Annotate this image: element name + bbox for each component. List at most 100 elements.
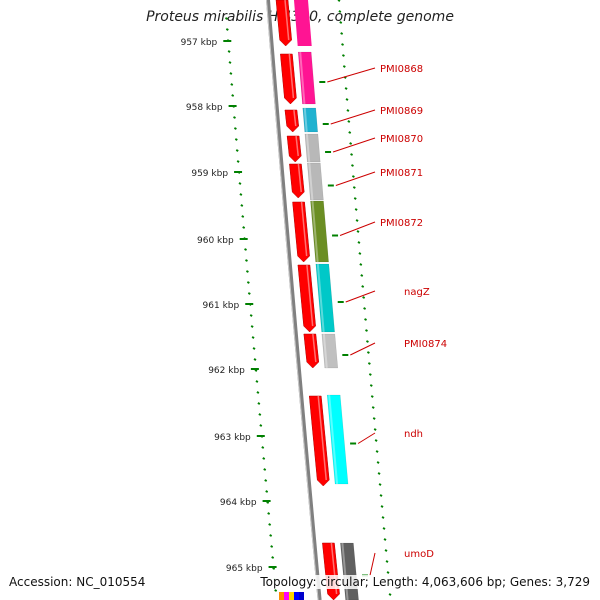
inner-ruler-dot [229,72,233,75]
outer-ruler-dot [378,483,382,486]
forward-gene-shading [312,333,317,363]
outer-ruler-dot [366,351,370,354]
outer-ruler-dot [342,65,346,68]
forward-gene-block[interactable] [303,333,320,369]
ruler-tick-label: 964 kbp [220,498,257,508]
outer-ruler-dot [380,505,384,508]
outer-ruler-dot [364,318,367,321]
gene-feature-pmi0874[interactable] [321,333,339,369]
inner-ruler-dot [241,215,245,218]
outer-ruler-dot [359,263,363,266]
reverse-gene-block[interactable] [294,0,312,46]
inner-ruler-dot [256,391,260,394]
outer-ruler-dot [349,142,353,145]
gene-label-umod[interactable]: umoD [404,549,434,560]
feature-layer [275,0,359,600]
outer-ruler-dot [363,307,367,310]
track-color-swatch [284,592,289,600]
gene-label-connector [350,342,376,356]
inner-ruler-dot [236,160,240,163]
forward-gene-shading [300,201,308,257]
outer-ruler-dot [381,516,385,519]
outer-ruler-dot [365,329,368,332]
gene-feature-shading [341,542,349,600]
outer-ruler-dot [374,439,378,442]
outer-ruler-dot [385,560,389,563]
outer-ruler-dot [346,109,350,112]
gene-label-connector [339,221,376,236]
gene-label-pmi0874[interactable]: PMI0874 [404,339,447,350]
outer-ruler-dot [373,428,377,431]
outer-ruler-dot [382,527,386,530]
inner-ruler-dot [245,259,248,262]
gene-feature-pmi0872[interactable] [310,200,329,263]
outer-ruler-dot [386,571,390,574]
inner-ruler-dot [247,292,251,295]
outer-ruler-dot [371,406,375,409]
forward-gene-shading [293,109,297,127]
gene-feature-pmi0869[interactable] [302,107,319,133]
ruler-tick-label: 961 kbp [203,301,240,311]
ruler-tick-label: 957 kbp [181,38,218,48]
outer-ruler-dot [339,21,343,24]
inner-ruler-dot [255,380,259,383]
inner-ruler-dot [228,61,232,64]
forward-gene-block[interactable] [284,109,299,133]
gene-label-pmi0870[interactable]: PMI0870 [380,134,423,145]
gene-label-pmi0872[interactable]: PMI0872 [380,218,423,229]
inner-ruler-dot [270,545,274,548]
outer-ruler-dot [368,373,372,376]
inner-ruler-dot [230,83,234,86]
inner-ruler-dot [272,567,276,570]
inner-ruler-dot [234,138,238,141]
ruler-layer: 957 kbp 958 kbp 959 kbp 960 kbp 961 kbp 962 k… [181,0,392,596]
inner-ruler-dot [225,28,229,31]
inner-ruler-dot [239,193,243,196]
forward-gene-block[interactable] [289,163,305,199]
track-color-swatch [289,592,294,600]
gene-feature-shading [311,200,319,263]
outer-ruler-dot [376,461,380,464]
gene-feature-shading [303,107,308,133]
gene-label-pmi0869[interactable]: PMI0869 [380,106,423,117]
outer-ruler-dot [383,538,387,541]
genome-backbone [266,0,322,600]
gene-feature-ndh[interactable] [326,394,349,485]
inner-ruler-dot [269,534,273,537]
outer-ruler-dot [353,197,357,200]
outer-ruler-dot [347,120,351,123]
forward-gene-shading [317,395,327,481]
inner-ruler-dot [257,402,261,405]
inner-ruler-dot [259,424,263,427]
gene-feature-shading [322,333,328,369]
gene-label-nagz[interactable]: nagZ [404,287,430,298]
inner-ruler-dot [242,226,246,229]
outer-ruler-dot [375,450,379,453]
gene-label-ndh[interactable]: ndh [404,429,423,440]
forward-gene-shading [284,0,290,41]
gene-label-pmi0871[interactable]: PMI0871 [380,168,423,179]
inner-ruler-dot [249,314,253,317]
forward-gene-block[interactable] [286,135,302,163]
outer-ruler-dot [370,395,374,398]
gene-feature-pmi0871[interactable] [307,162,324,201]
inner-ruler-dot [271,556,275,559]
inner-ruler-dot [233,116,236,119]
inner-ruler-dot [266,501,270,504]
gene-label-connector [345,290,376,303]
gene-feature-nagz[interactable] [315,263,335,333]
outer-ruler-dot [388,593,392,596]
outer-ruler-dot [354,208,358,211]
outer-ruler-dot [351,164,354,167]
ruler-tick-label: 965 kbp [226,564,263,574]
outer-ruler-dot [351,175,355,178]
inner-ruler-dot [231,94,235,97]
inner-ruler-dot [245,270,249,273]
gene-feature-pmi0870[interactable] [304,133,321,163]
outer-ruler-dot [338,10,342,13]
gene-label-pmi0868[interactable]: PMI0868 [380,64,423,75]
track-color-swatch [299,592,304,600]
gene-feature-pmi0868[interactable] [297,51,316,105]
